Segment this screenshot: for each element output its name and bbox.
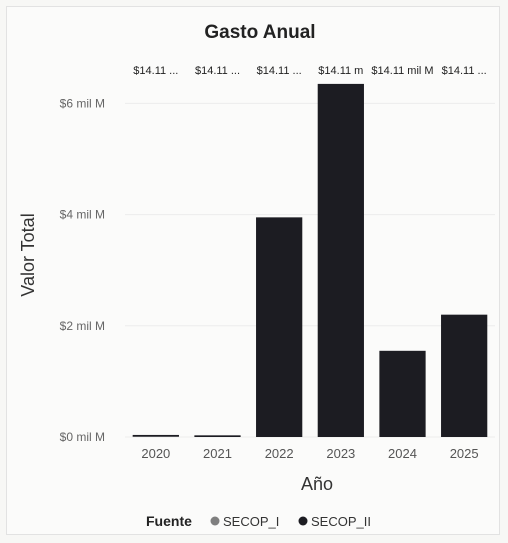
- bar-secop_ii-2020: [132, 434, 179, 437]
- legend-title: Fuente: [146, 513, 192, 529]
- bar-secop_ii-2024: [379, 350, 426, 437]
- bar-secop_ii-2023: [317, 83, 364, 437]
- data-label: $14.11 ...: [442, 65, 487, 77]
- bars: [132, 83, 488, 437]
- chart-title: Gasto Anual: [204, 22, 315, 43]
- data-label: $14.11 ...: [257, 65, 302, 77]
- x-tick-label: 2025: [450, 446, 479, 461]
- bar-secop_ii-2025: [441, 314, 488, 437]
- y-tick-label: $0 mil M: [60, 430, 105, 444]
- x-tick-label: 2022: [265, 446, 294, 461]
- y-tick-label: $4 mil M: [60, 208, 105, 222]
- bar-secop_ii-2022: [256, 217, 303, 437]
- x-tick-label: 2023: [326, 446, 355, 461]
- data-label: $14.11 mil M: [371, 65, 433, 77]
- data-label: $14.11 ...: [195, 65, 240, 77]
- x-tick-label: 2020: [141, 446, 170, 461]
- data-labels: $14.11 ... $14.11 ... $14.11 ... $14.11 m $1…: [133, 65, 486, 77]
- legend: Fuente SECOP_I SECOP_II: [146, 513, 371, 529]
- y-axis-ticks: $0 mil M $2 mil M $4 mil M $6 mil M: [60, 96, 105, 444]
- x-tick-label: 2021: [203, 446, 232, 461]
- legend-marker-secop_i: [210, 516, 220, 526]
- y-axis-title: Valor Total: [18, 213, 38, 296]
- bar-secop_ii-2021: [194, 435, 241, 437]
- chart-card: [6, 6, 500, 535]
- data-label: $14.11 ...: [133, 65, 178, 77]
- x-tick-label: 2024: [388, 446, 417, 461]
- legend-label: SECOP_II: [311, 514, 371, 529]
- legend-items: SECOP_I SECOP_II: [210, 514, 371, 529]
- x-axis-ticks: 2020 2021 2022 2023 2024 2025: [141, 446, 478, 461]
- x-axis-title: Año: [301, 474, 333, 494]
- legend-label: SECOP_I: [223, 514, 279, 529]
- legend-marker-secop_ii: [298, 516, 308, 526]
- y-tick-label: $2 mil M: [60, 319, 105, 333]
- y-tick-label: $6 mil M: [60, 96, 105, 110]
- data-label: $14.11 m: [318, 65, 363, 77]
- gridlines: [125, 102, 495, 438]
